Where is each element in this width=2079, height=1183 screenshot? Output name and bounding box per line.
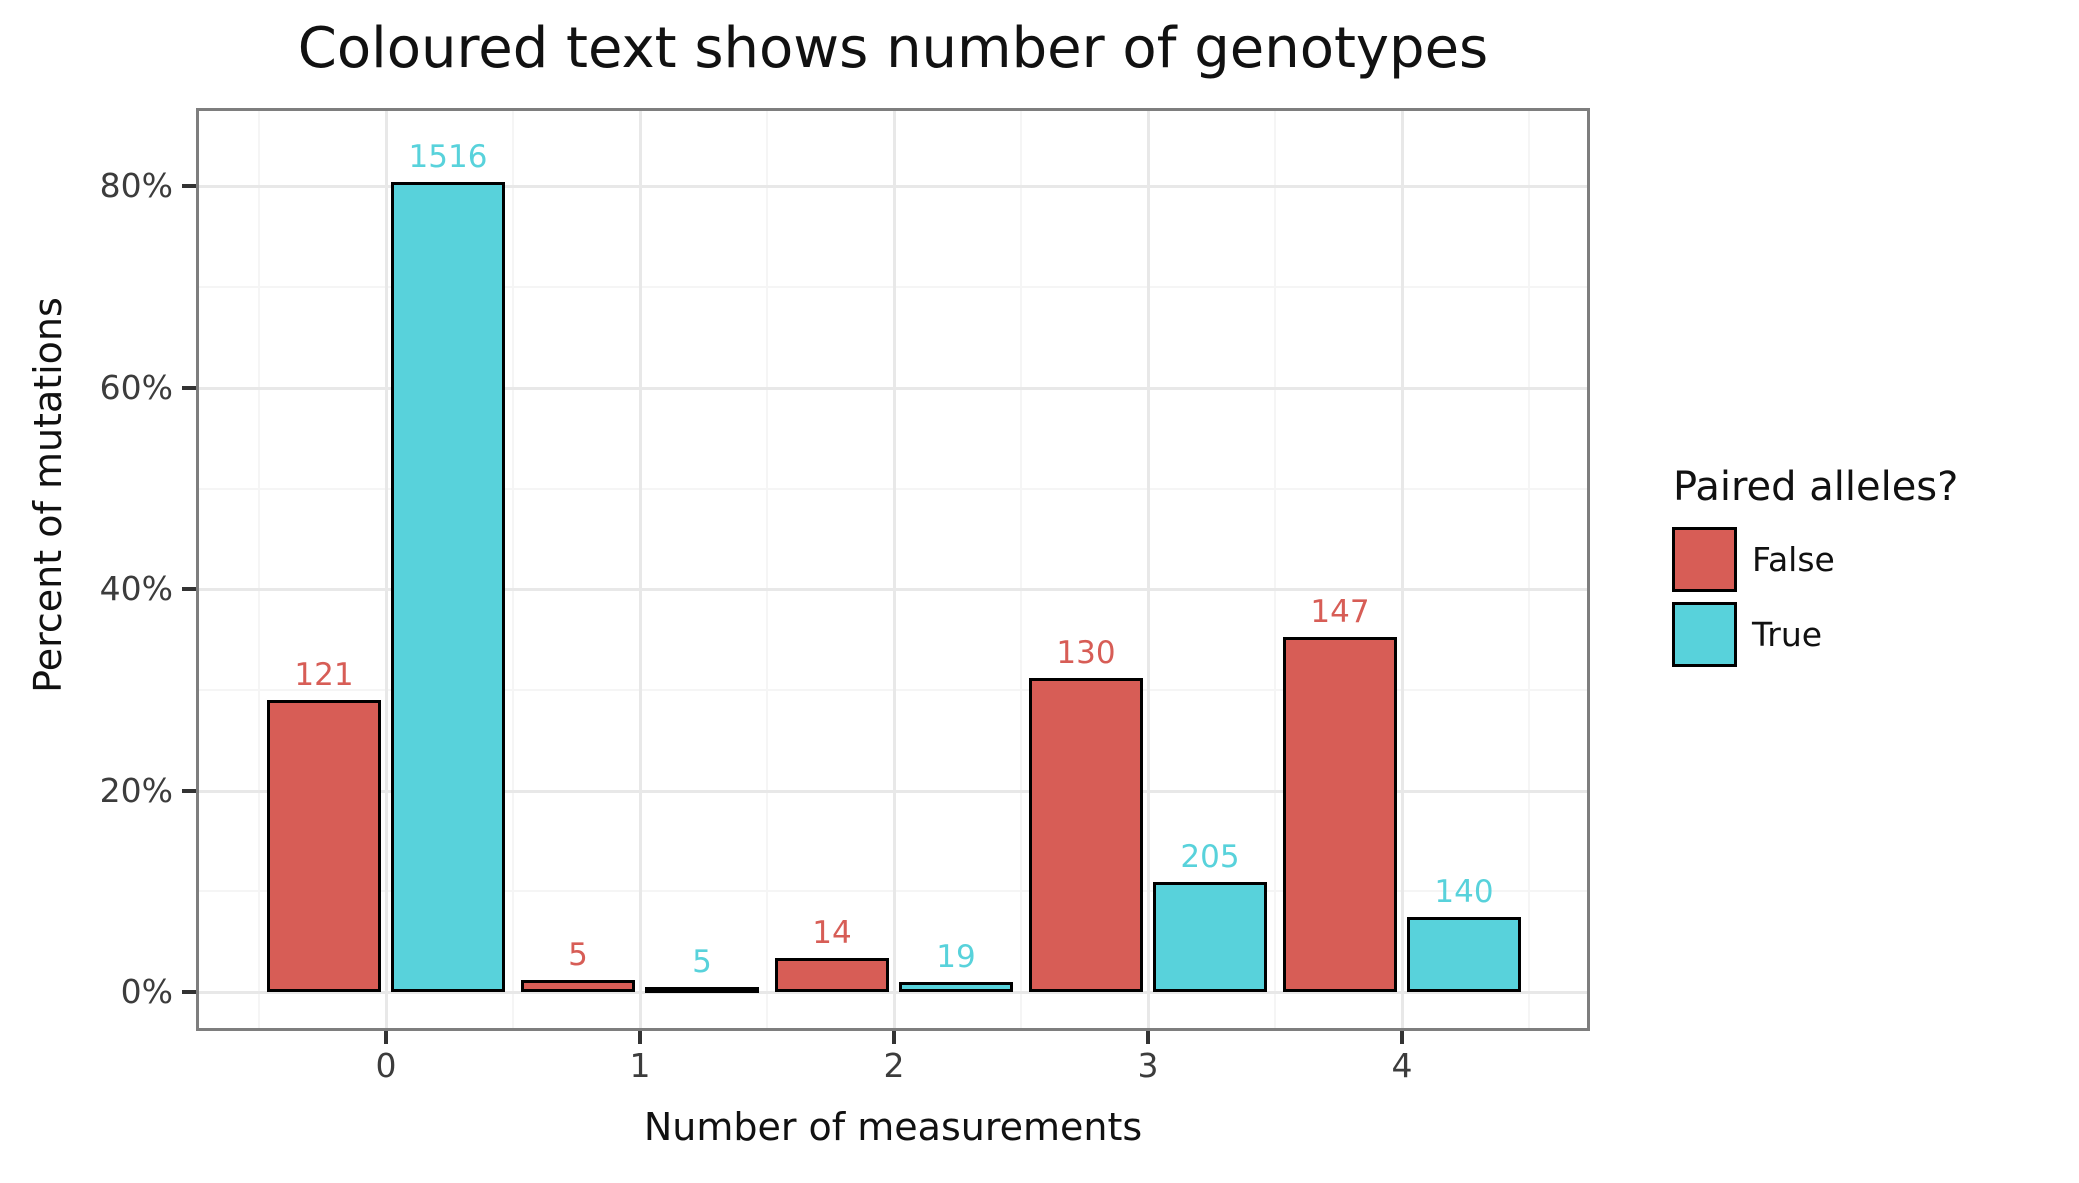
bar-true-4 xyxy=(1407,917,1521,992)
y-tick-label: 40% xyxy=(99,569,173,609)
bar-true-1 xyxy=(645,987,759,993)
bar-true-0 xyxy=(391,182,505,992)
x-tick-label: 3 xyxy=(1137,1046,1159,1085)
y-tick-label: 60% xyxy=(99,367,173,407)
bar-false-3 xyxy=(1029,678,1143,992)
v-gridline-minor xyxy=(258,111,260,1028)
v-gridline-major xyxy=(893,111,896,1028)
bar-true-2 xyxy=(899,982,1013,992)
chart-title: Coloured text shows number of genotypes xyxy=(297,16,1489,81)
y-tick-label: 20% xyxy=(99,770,173,810)
y-tick xyxy=(182,990,196,994)
x-tick-label: 1 xyxy=(629,1046,651,1085)
bar-false-0 xyxy=(267,700,381,992)
bar-false-4 xyxy=(1283,637,1397,992)
bar-value-label: 147 xyxy=(1310,594,1370,630)
bar-value-label: 121 xyxy=(294,657,354,693)
v-gridline-major xyxy=(1401,111,1404,1028)
bar-value-label: 130 xyxy=(1056,635,1116,671)
v-gridline-minor xyxy=(512,111,514,1028)
y-axis-title: Percent of mutations xyxy=(26,297,70,693)
bar-value-label: 140 xyxy=(1434,874,1494,910)
legend-label-true: True xyxy=(1752,615,1823,654)
plot-panel: 121 5 14 130 147 1516 5 19 205 140 xyxy=(196,108,1590,1031)
legend: Paired alleles? False True xyxy=(1650,460,2070,720)
bar-value-label: 19 xyxy=(936,939,976,975)
x-axis-title: Number of measurements xyxy=(643,1105,1143,1149)
v-gridline-minor xyxy=(1528,111,1530,1028)
v-gridline-major xyxy=(1147,111,1150,1028)
x-tick xyxy=(892,1031,896,1044)
y-tick-label: 80% xyxy=(99,166,173,206)
legend-title: Paired alleles? xyxy=(1673,464,1959,510)
y-tick xyxy=(182,385,196,390)
plot-area: 121 5 14 130 147 1516 5 19 205 140 xyxy=(199,111,1587,1028)
x-tick xyxy=(1400,1031,1404,1044)
v-gridline-minor xyxy=(766,111,768,1028)
bar-value-label: 5 xyxy=(568,937,588,973)
x-tick-label: 2 xyxy=(883,1046,905,1085)
bar-value-label: 5 xyxy=(692,944,712,980)
y-tick xyxy=(182,788,196,793)
bar-true-3 xyxy=(1153,882,1267,992)
bar-false-1 xyxy=(521,980,635,992)
v-gridline-minor xyxy=(1274,111,1276,1028)
v-gridline-major xyxy=(385,111,388,1028)
v-gridline-minor xyxy=(1020,111,1022,1028)
x-tick-label: 0 xyxy=(375,1046,397,1085)
bar-value-label: 205 xyxy=(1180,839,1240,875)
legend-label-false: False xyxy=(1752,540,1835,579)
y-tick xyxy=(182,587,196,592)
legend-swatch-true xyxy=(1672,602,1737,667)
x-tick xyxy=(384,1031,388,1044)
x-tick xyxy=(638,1031,642,1044)
legend-swatch-false xyxy=(1672,527,1737,592)
x-tick xyxy=(1146,1031,1150,1044)
v-gridline-major xyxy=(639,111,642,1028)
y-tick xyxy=(182,184,196,189)
x-tick-label: 4 xyxy=(1391,1046,1413,1085)
y-tick-label: 0% xyxy=(120,972,173,1011)
bar-false-2 xyxy=(775,958,889,992)
bar-value-label: 1516 xyxy=(408,139,488,175)
bar-value-label: 14 xyxy=(812,915,852,951)
